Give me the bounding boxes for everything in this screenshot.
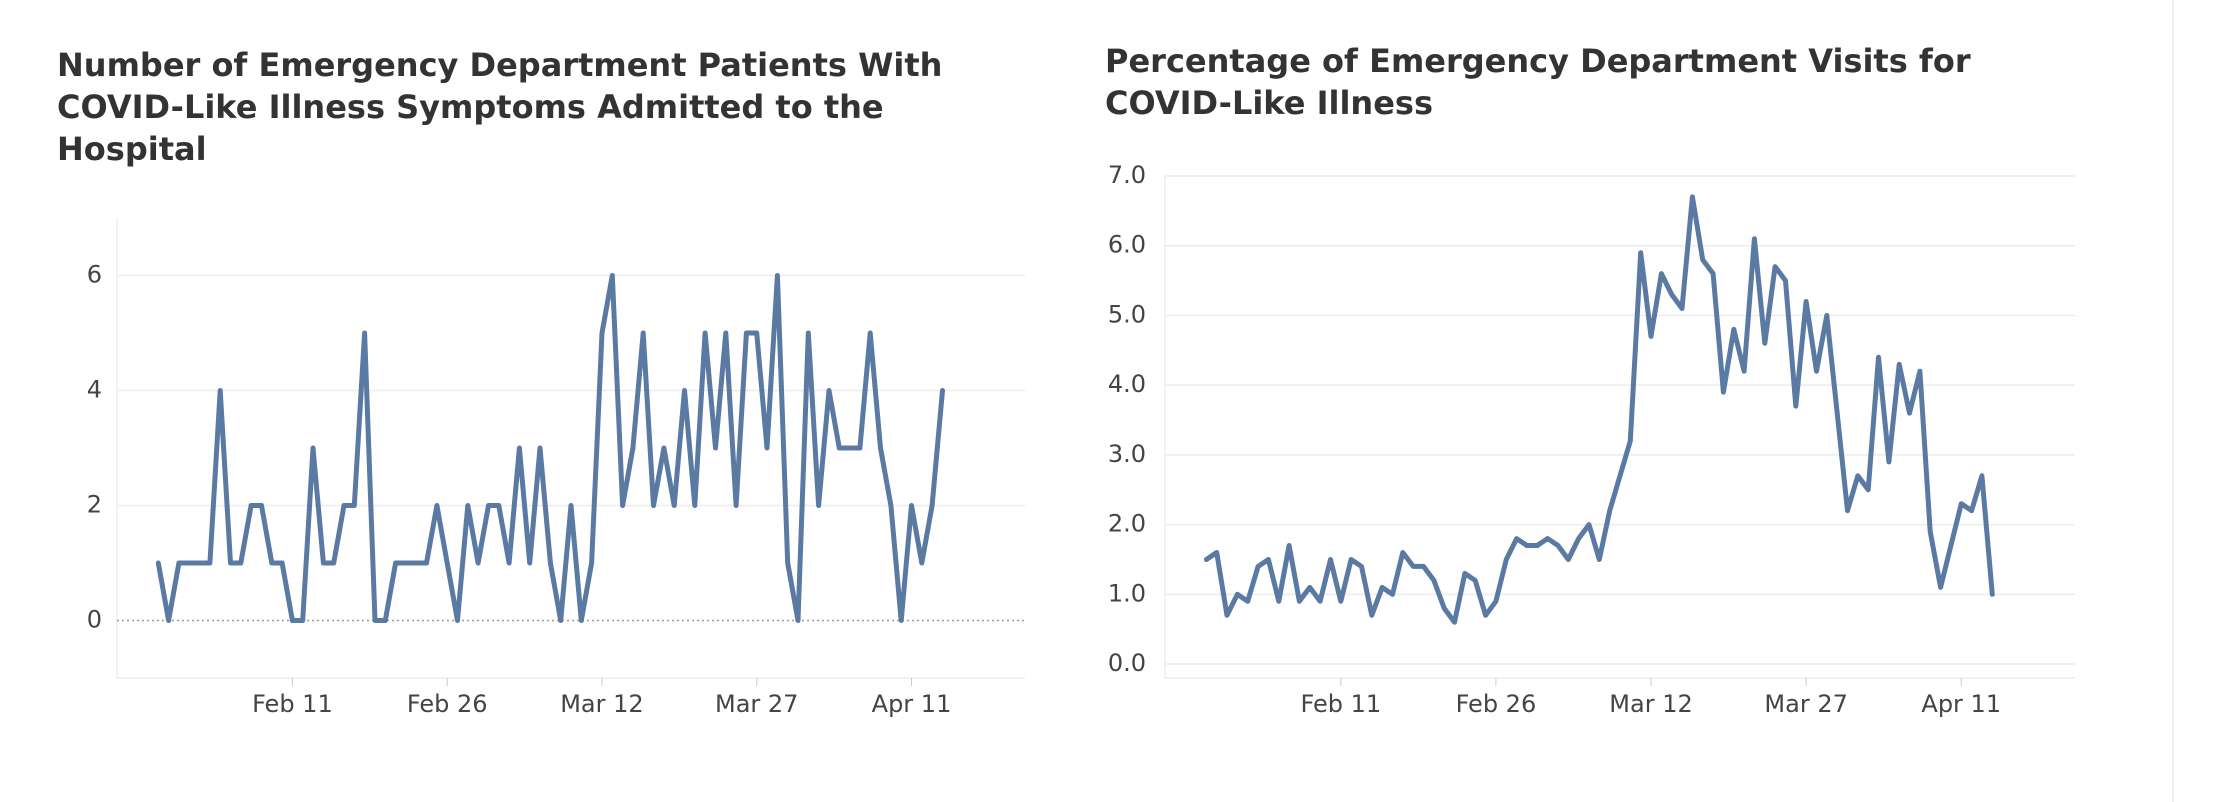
x-tick-label: Apr 11 <box>872 690 952 718</box>
page-divider <box>2172 0 2174 802</box>
admitted-patients-plot: 0 2 4 6 Feb 11 Feb 26 Mar 12 Mar 27 Apr 11 <box>87 218 1025 718</box>
x-tick-label: Mar 27 <box>1764 690 1847 718</box>
y-tick-label: 0.0 <box>1108 649 1146 677</box>
y-tick-label: 4 <box>87 376 102 404</box>
series-line <box>155 273 945 623</box>
x-tick-label: Mar 12 <box>560 690 643 718</box>
x-tick-label: Mar 27 <box>715 690 798 718</box>
y-tick-label: 4.0 <box>1108 370 1146 398</box>
x-tick-label: Feb 11 <box>252 690 333 718</box>
x-tick-label: Feb 26 <box>407 690 488 718</box>
x-tick-label: Feb 11 <box>1300 690 1381 718</box>
x-tick-label: Apr 11 <box>1921 690 2001 718</box>
series-line <box>1203 194 1995 625</box>
covid-visits-percentage-chart: Percentage of Emergency Department Visit… <box>1090 0 2180 802</box>
admitted-patients-chart: Number of Emergency Department Patients … <box>0 0 1090 802</box>
y-tick-label: 2 <box>87 491 102 519</box>
y-tick-label: 3.0 <box>1108 440 1146 468</box>
chart-title: Number of Emergency Department Patients … <box>57 46 943 168</box>
y-tick-label: 5.0 <box>1108 300 1146 328</box>
y-tick-label: 2.0 <box>1108 510 1146 538</box>
y-tick-label: 1.0 <box>1108 579 1146 607</box>
chart-title: Percentage of Emergency Department Visit… <box>1105 42 1971 122</box>
y-tick-label: 6.0 <box>1108 231 1146 259</box>
covid-visits-percentage-plot: 0.0 1.0 2.0 3.0 4.0 5.0 6.0 7.0 Feb 11 Feb 26 Mar … <box>1108 161 2075 718</box>
y-tick-label: 7.0 <box>1108 161 1146 189</box>
x-tick-label: Mar 12 <box>1609 690 1692 718</box>
x-tick-label: Feb 26 <box>1456 690 1537 718</box>
y-tick-label: 6 <box>87 261 102 289</box>
y-tick-label: 0 <box>87 606 102 634</box>
